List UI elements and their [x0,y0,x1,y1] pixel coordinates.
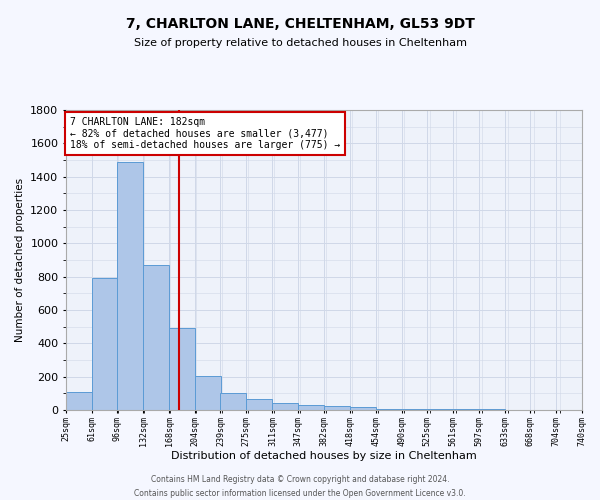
Bar [479,409,505,410]
Bar [92,278,118,410]
Bar [220,394,247,410]
Bar [195,376,221,410]
Bar [66,392,92,410]
Bar [272,404,298,410]
Bar [323,406,350,410]
Text: Contains HM Land Registry data © Crown copyright and database right 2024.
Contai: Contains HM Land Registry data © Crown c… [134,476,466,498]
Bar [117,162,143,410]
Bar [376,409,401,410]
Text: 7, CHARLTON LANE, CHELTENHAM, GL53 9DT: 7, CHARLTON LANE, CHELTENHAM, GL53 9DT [125,18,475,32]
Text: Size of property relative to detached houses in Cheltenham: Size of property relative to detached ho… [133,38,467,48]
Bar [169,328,195,410]
Bar [298,405,325,410]
Bar [350,406,376,410]
Bar [143,265,169,410]
X-axis label: Distribution of detached houses by size in Cheltenham: Distribution of detached houses by size … [171,451,477,461]
Bar [247,399,272,410]
Text: 7 CHARLTON LANE: 182sqm
← 82% of detached houses are smaller (3,477)
18% of semi: 7 CHARLTON LANE: 182sqm ← 82% of detache… [70,116,340,150]
Bar [453,409,479,410]
Y-axis label: Number of detached properties: Number of detached properties [14,178,25,342]
Bar [427,409,453,410]
Bar [401,409,428,410]
